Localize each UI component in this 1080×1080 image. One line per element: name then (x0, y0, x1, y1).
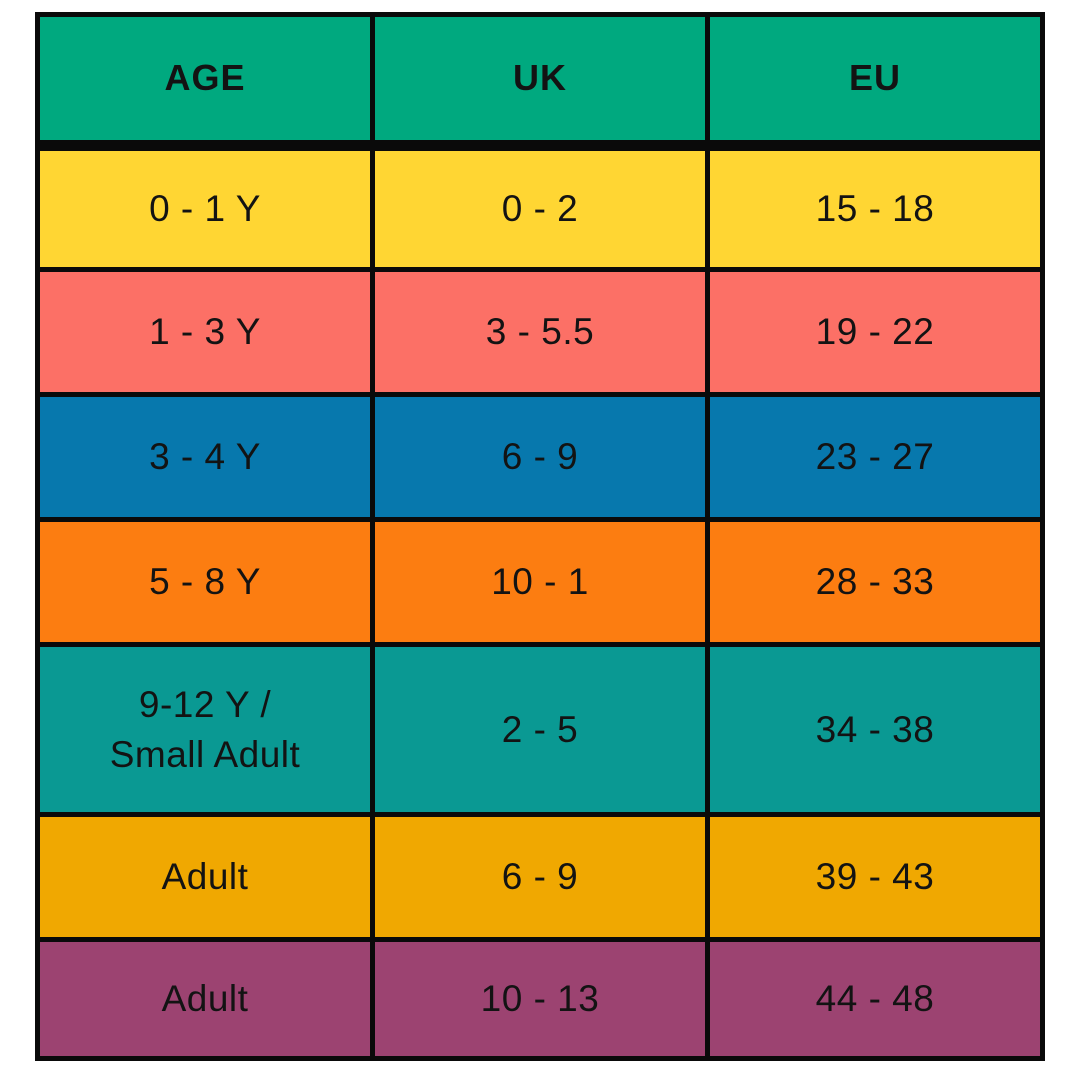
column-header-eu: EU (710, 17, 1040, 146)
row-3-uk-cell: 10 - 1 (375, 522, 705, 642)
row-3-age-cell: 5 - 8 Y (40, 522, 370, 642)
row-5-age-cell: Adult (40, 817, 370, 937)
row-5-eu-cell: 39 - 43 (710, 817, 1040, 937)
row-1-age-cell: 1 - 3 Y (40, 272, 370, 392)
row-4-uk-cell: 2 - 5 (375, 647, 705, 812)
column-header-age: AGE (40, 17, 370, 146)
row-1-uk-cell: 3 - 5.5 (375, 272, 705, 392)
row-0-eu-cell: 15 - 18 (710, 151, 1040, 267)
column-header-uk: UK (375, 17, 705, 146)
row-6-uk-cell: 10 - 13 (375, 942, 705, 1056)
size-conversion-table: AGE UK EU 0 - 1 Y 0 - 2 15 - 18 1 - 3 Y … (35, 12, 1045, 1061)
row-3-eu-cell: 28 - 33 (710, 522, 1040, 642)
row-1-eu-cell: 19 - 22 (710, 272, 1040, 392)
row-0-age-cell: 0 - 1 Y (40, 151, 370, 267)
row-6-eu-cell: 44 - 48 (710, 942, 1040, 1056)
row-6-age-cell: Adult (40, 942, 370, 1056)
row-0-uk-cell: 0 - 2 (375, 151, 705, 267)
row-5-uk-cell: 6 - 9 (375, 817, 705, 937)
row-2-uk-cell: 6 - 9 (375, 397, 705, 517)
row-2-age-cell: 3 - 4 Y (40, 397, 370, 517)
row-4-eu-cell: 34 - 38 (710, 647, 1040, 812)
row-4-age-cell: 9-12 Y / Small Adult (40, 647, 370, 812)
row-2-eu-cell: 23 - 27 (710, 397, 1040, 517)
